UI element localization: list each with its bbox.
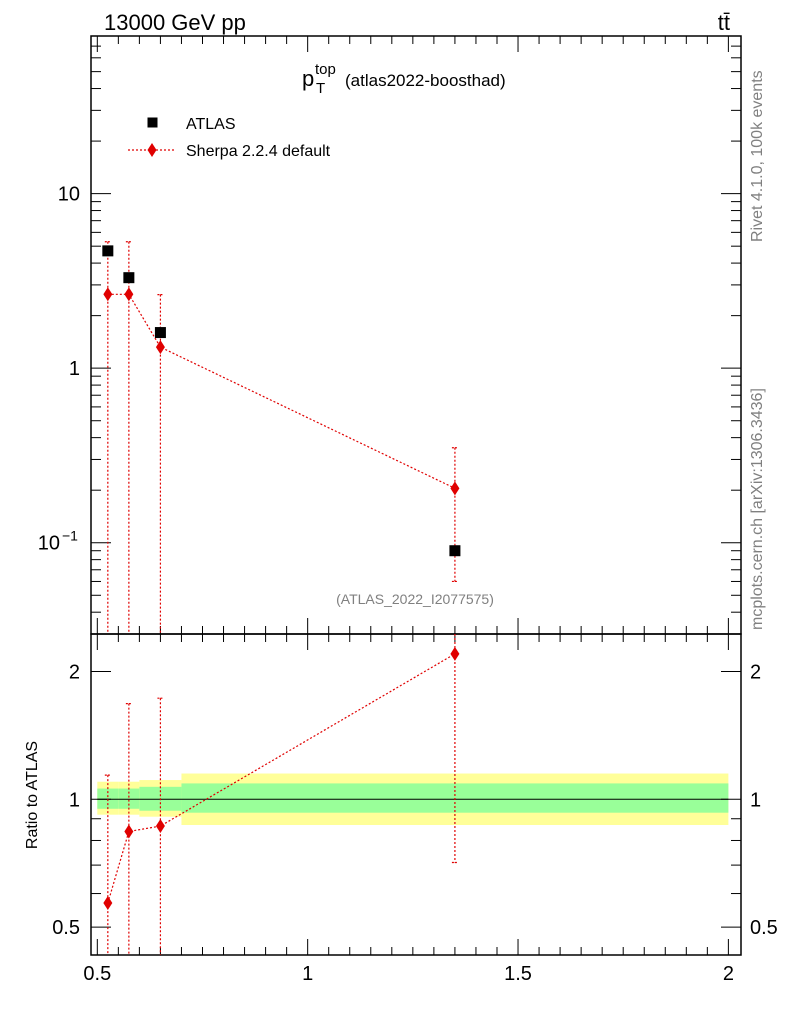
mc-point (124, 287, 134, 302)
analysis-label: (ATLAS_2022_I2077575) (336, 591, 494, 607)
mc-point (103, 287, 113, 302)
ratio-mc-point (124, 824, 134, 839)
y-tick-label-exponent: −1 (62, 528, 78, 544)
y-tick-label: 10 (58, 184, 80, 206)
ratio-y-tick-label-right: 1 (750, 789, 761, 811)
y-tick-label: 1 (69, 358, 80, 380)
y-tick-label: 10 (38, 533, 60, 555)
title-main: p (302, 66, 314, 91)
atlas-data-point (154, 327, 166, 339)
legend-mc-label: Sherpa 2.2.4 default (186, 143, 331, 160)
title-tag: (atlas2022-boosthad) (345, 71, 506, 90)
ratio-frame-rect (90, 633, 742, 956)
ratio-y-tick-labels: 0.5 0.5 1 1 2 2 (52, 661, 778, 939)
ratio-band-inner (97, 788, 119, 809)
atlas-data-point (449, 545, 461, 557)
ratio-y-axis-label: Ratio to ATLAS (24, 741, 41, 849)
mc-point (450, 481, 460, 496)
ratio-y-tick-label-left: 1 (69, 789, 80, 811)
title-sup: top (315, 61, 336, 78)
ratio-mc-point (155, 819, 165, 834)
ratio-mc-point (103, 896, 113, 911)
mc-point (155, 340, 165, 355)
rivet-label: Rivet 4.1.0, 100k events (749, 70, 766, 242)
ratio-mc-point (450, 646, 460, 661)
ratio-y-tick-label-left: 0.5 (52, 917, 80, 939)
legend-atlas-marker (147, 117, 158, 128)
x-tick-labels: 0.5 1 1.5 2 (83, 963, 734, 985)
legend-mc-marker (147, 143, 157, 157)
x-tick-label: 1 (302, 963, 313, 985)
legend-atlas-label: ATLAS (186, 116, 236, 133)
ratio-y-tick-label-right: 0.5 (750, 917, 778, 939)
legend: ATLAS Sherpa 2.2.4 default (128, 116, 331, 160)
process-label: tt̄ (718, 10, 730, 35)
mc-line (107, 293, 456, 489)
ratio-band-inner (118, 788, 140, 809)
ratio-y-tick-label-left: 2 (69, 661, 80, 683)
title-sub: T (316, 80, 325, 97)
plot-title: p (302, 66, 314, 91)
x-tick-label: 2 (723, 963, 734, 985)
ratio-mc-line (107, 653, 456, 904)
main-axis-ticks (91, 35, 741, 635)
atlas-data-point (123, 272, 135, 284)
ratio-plot-frame (90, 633, 742, 956)
ratio-y-tick-label-right: 2 (750, 661, 761, 683)
x-tick-label: 0.5 (83, 963, 111, 985)
mcplots-label: mcplots.cern.ch [arXiv:1306.3436] (749, 388, 766, 630)
x-tick-label: 1.5 (504, 963, 532, 985)
main-series-layer (102, 241, 461, 634)
atlas-data-point (102, 245, 114, 257)
ratio-axis-ticks (91, 634, 741, 955)
ratio-series-layer (103, 634, 460, 955)
ratio-uncertainty-bands (97, 773, 729, 825)
energy-label: 13000 GeV pp (104, 10, 246, 35)
